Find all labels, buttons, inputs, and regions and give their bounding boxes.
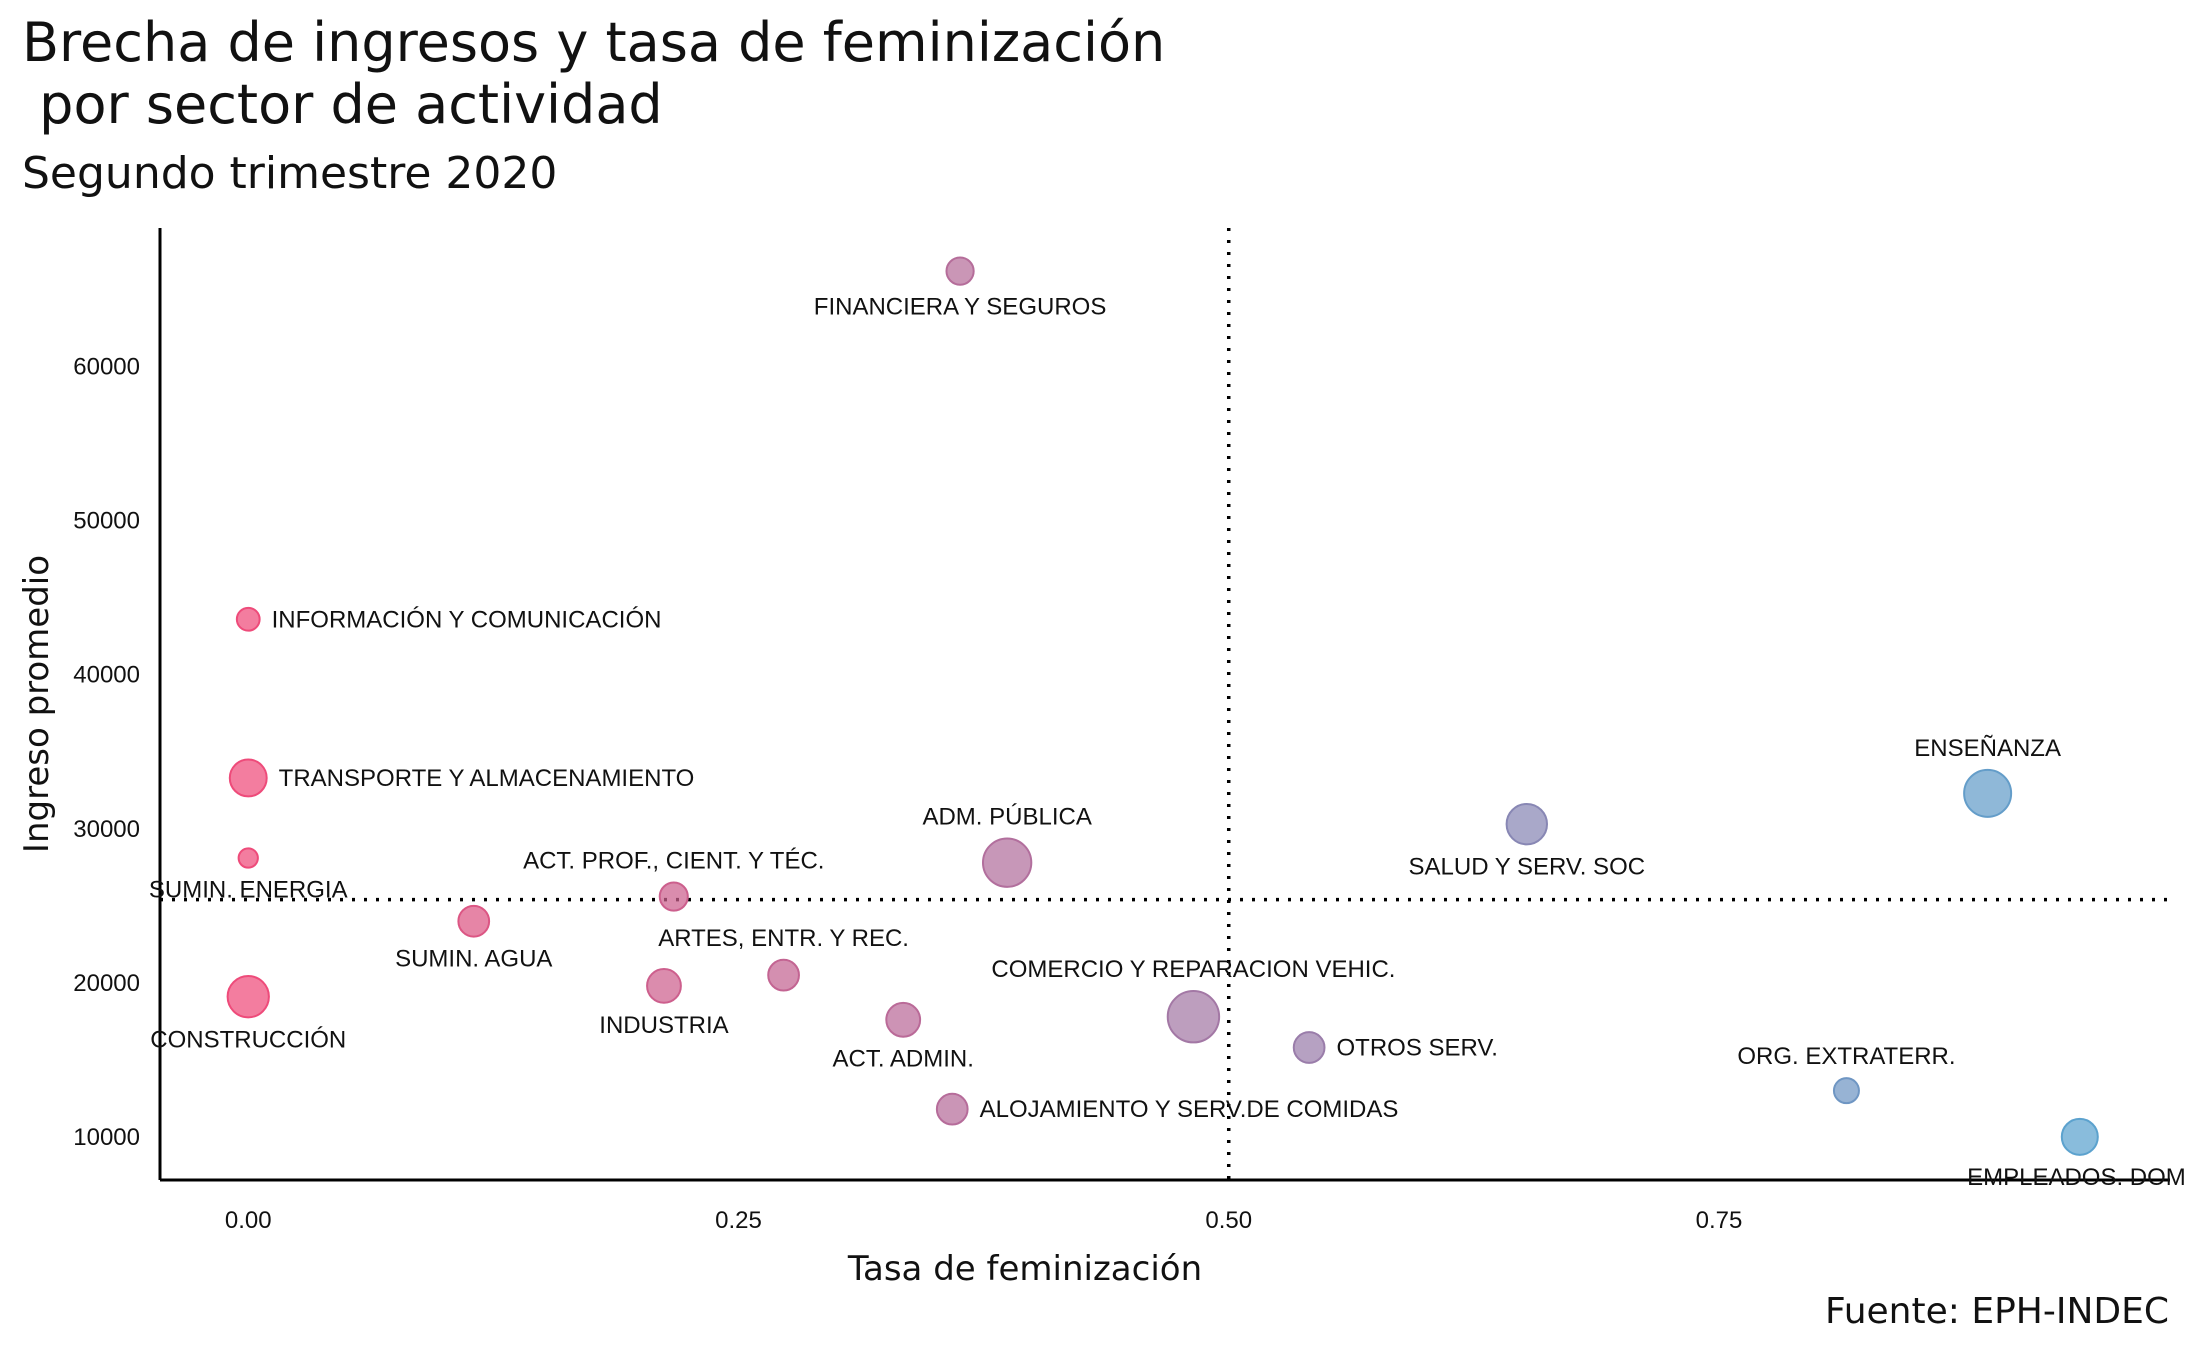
point-label: ENSEÑANZA [1914, 735, 2061, 762]
point-label: ALOJAMIENTO Y SERV.DE COMIDAS [980, 1096, 1399, 1123]
point-label: CONSTRUCCIÓN [150, 1026, 346, 1053]
point-label: FINANCIERA Y SEGUROS [814, 294, 1107, 321]
chart-subtitle: Segundo trimestre 2020 [22, 148, 558, 199]
data-point [457, 904, 491, 938]
data-point [1832, 1077, 1860, 1105]
x-tick-label: 0.25 [715, 1207, 762, 1234]
y-axis-title: Ingreso promedio [17, 555, 57, 853]
data-point [1963, 768, 2013, 818]
x-tick-label: 0.00 [225, 1207, 272, 1234]
point-label: TRANSPORTE Y ALMACENAMIENTO [279, 765, 695, 792]
point-label: OTROS SERV. [1336, 1035, 1497, 1062]
data-point [885, 1001, 922, 1038]
data-point [2060, 1117, 2099, 1156]
x-tick-label: 0.50 [1205, 1207, 1252, 1234]
chart-title: Brecha de ingresos y tasa de feminizació… [22, 11, 1166, 136]
axes [158, 228, 2170, 1182]
point-label: INFORMACIÓN Y COMUNICACIÓN [272, 606, 662, 633]
y-tick-label: 40000 [73, 662, 140, 689]
data-point [226, 975, 270, 1019]
point-label: SUMIN. AGUA [395, 946, 552, 973]
data-point [1505, 802, 1549, 846]
data-point [945, 256, 975, 286]
y-tick-label: 20000 [73, 970, 140, 997]
point-label: ARTES, ENTR. Y REC. [658, 925, 909, 952]
source-caption: Fuente: EPH-INDEC [1824, 1291, 2169, 1332]
point-label: ADM. PÚBLICA [922, 804, 1091, 831]
data-point [935, 1092, 969, 1126]
data-point [646, 968, 682, 1004]
point-label: ACT. PROF., CIENT. Y TÉC. [523, 848, 824, 875]
data-point [981, 837, 1033, 888]
y-tick-label: 30000 [73, 816, 140, 843]
x-tick-labels: 0.00 0.25 0.50 0.75 [225, 1207, 1742, 1234]
point-label: INDUSTRIA [599, 1012, 728, 1039]
data-point [767, 958, 800, 992]
data-point [658, 881, 689, 912]
data-point [1166, 990, 1221, 1044]
x-axis-title: Tasa de feminización [847, 1249, 1202, 1289]
point-label: SUMIN. ENERGIA [149, 877, 348, 904]
reference-lines [160, 228, 2170, 1180]
point-label: ACT. ADMIN. [833, 1046, 974, 1073]
x-tick-label: 0.75 [1696, 1207, 1743, 1234]
data-point [235, 606, 261, 632]
data-point [237, 847, 259, 869]
y-tick-label: 50000 [73, 508, 140, 535]
y-tick-label: 60000 [73, 354, 140, 381]
data-point [1292, 1031, 1326, 1064]
data-points [226, 256, 2099, 1156]
y-tick-labels: 10000 20000 30000 40000 50000 60000 [73, 354, 140, 1151]
point-label: EMPLEADOS. DOM. [1967, 1164, 2187, 1191]
point-labels: FINANCIERA Y SEGUROS INFORMACIÓN Y COMUNI… [149, 294, 2187, 1191]
data-point [228, 758, 268, 798]
point-label: COMERCIO Y REPARACION VEHIC. [991, 956, 1395, 983]
y-tick-label: 10000 [73, 1124, 140, 1151]
point-label: ORG. EXTRATERR. [1737, 1043, 1955, 1070]
point-label: SALUD Y SERV. SOC [1409, 853, 1646, 880]
